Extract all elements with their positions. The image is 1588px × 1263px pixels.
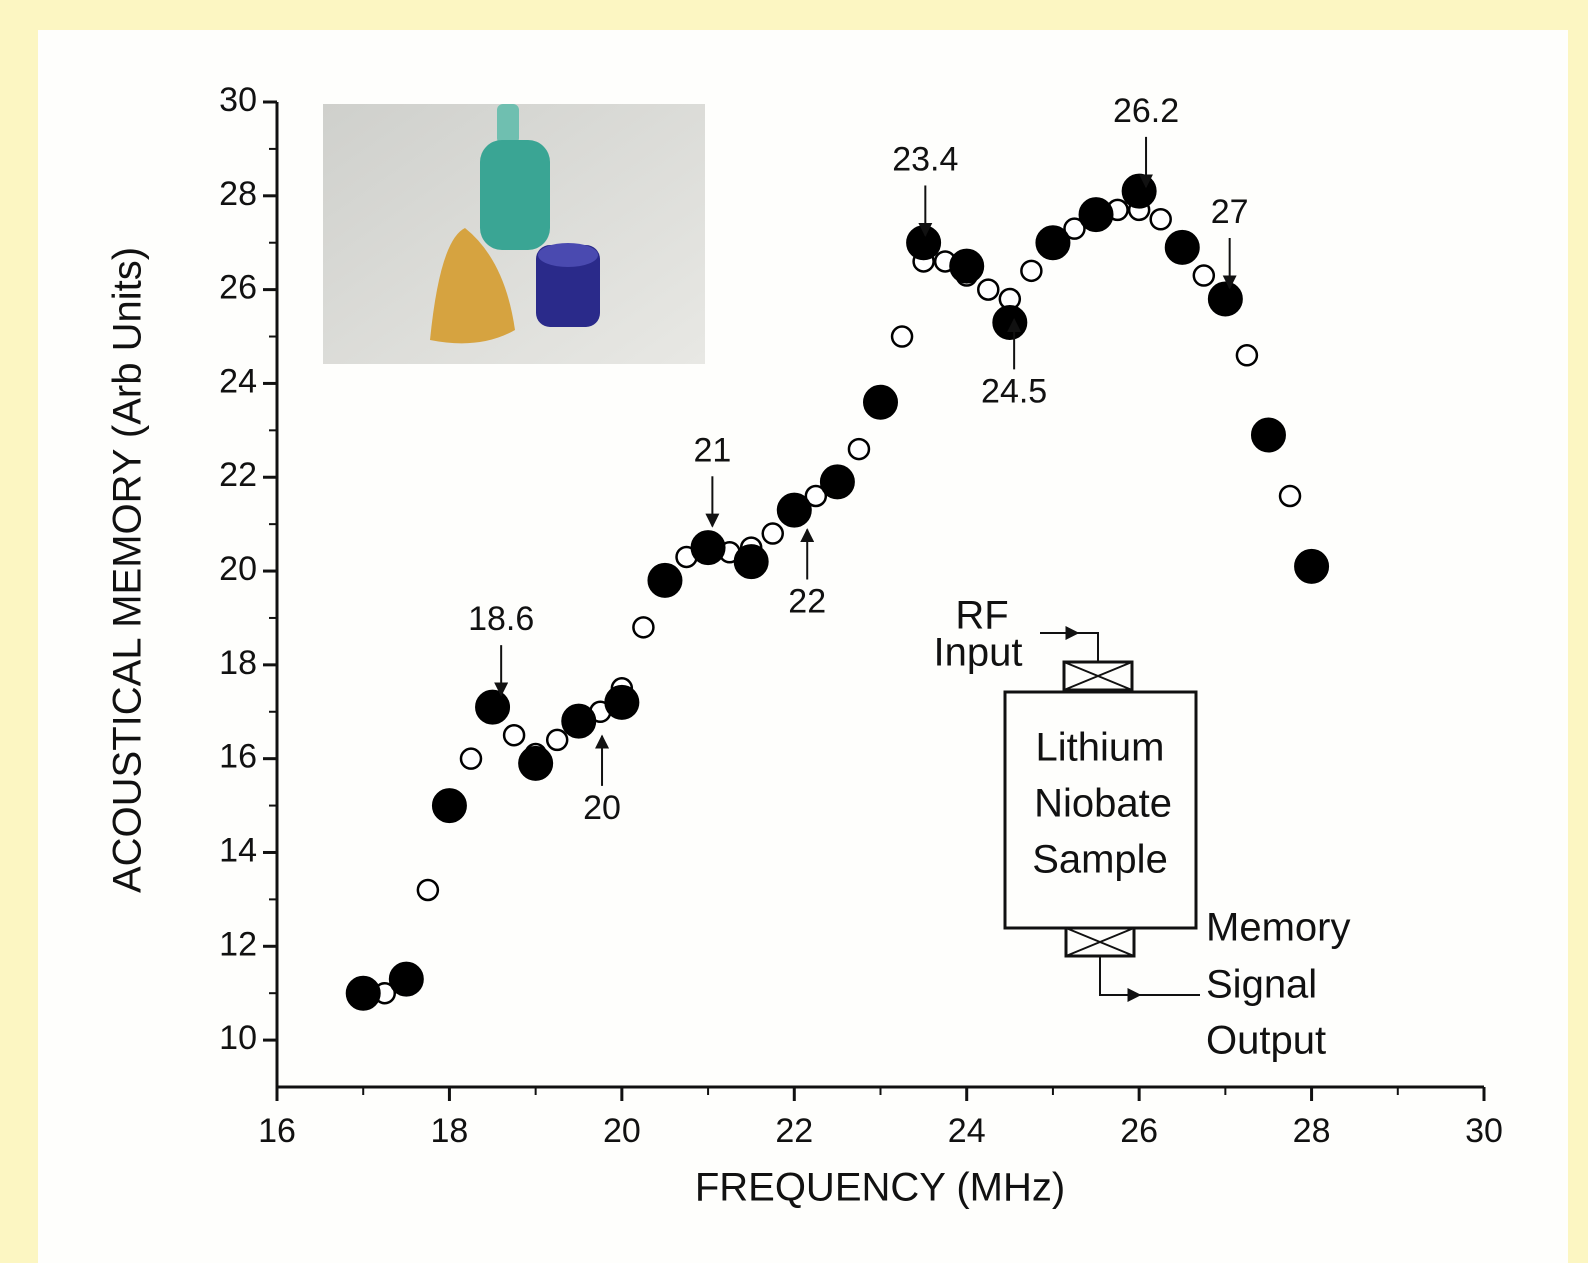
filled-marker <box>1122 174 1156 208</box>
annotation-label: 22 <box>788 582 826 620</box>
box-label: Sample <box>1032 838 1168 882</box>
filled-marker <box>1251 418 1285 452</box>
y-tick-label: 22 <box>219 456 257 494</box>
y-tick-label: 14 <box>219 831 257 869</box>
filled-marker <box>1208 282 1242 316</box>
filled-marker <box>432 789 466 823</box>
filled-marker <box>907 226 941 260</box>
annotation-label: 21 <box>693 431 731 469</box>
panel <box>38 30 1568 1263</box>
output-label: Output <box>1206 1019 1326 1063</box>
open-marker <box>892 327 912 347</box>
inset-photo <box>323 104 705 364</box>
x-tick-label: 16 <box>258 1112 296 1150</box>
filled-marker <box>820 465 854 499</box>
x-tick-label: 22 <box>775 1112 813 1150</box>
filled-marker <box>562 704 596 738</box>
page: FREQUENCY (MHz) ACOUSTICAL MEMORY (Arb U… <box>0 0 1588 1263</box>
open-marker <box>1280 486 1300 506</box>
filled-marker <box>993 305 1027 339</box>
filled-marker <box>389 962 423 996</box>
filled-marker <box>1295 549 1329 583</box>
x-tick-label: 26 <box>1120 1112 1158 1150</box>
filled-marker <box>476 690 510 724</box>
open-marker <box>1151 209 1171 229</box>
chart: FREQUENCY (MHz) ACOUSTICAL MEMORY (Arb U… <box>0 0 1588 1263</box>
annotation-label: 27 <box>1211 193 1249 231</box>
y-tick-label: 26 <box>219 269 257 307</box>
y-tick-label: 30 <box>219 81 257 119</box>
filled-marker <box>691 531 725 565</box>
open-marker <box>1021 261 1041 281</box>
filled-marker <box>864 385 898 419</box>
open-marker <box>418 880 438 900</box>
x-tick-label: 18 <box>431 1112 469 1150</box>
y-tick-label: 20 <box>219 550 257 588</box>
y-tick-label: 24 <box>219 362 257 400</box>
box-label: Lithium <box>1036 726 1165 770</box>
input-label: Input <box>934 631 1023 675</box>
open-marker <box>633 617 653 637</box>
x-tick-label: 30 <box>1465 1112 1503 1150</box>
output-label: Memory <box>1206 906 1350 950</box>
open-marker <box>763 524 783 544</box>
filled-marker <box>648 563 682 597</box>
output-label: Signal <box>1206 963 1317 1007</box>
filled-marker <box>519 746 553 780</box>
filled-marker <box>346 976 380 1010</box>
open-marker <box>849 439 869 459</box>
filled-marker <box>1165 230 1199 264</box>
y-axis-title: ACOUSTICAL MEMORY (Arb Units) <box>106 247 150 893</box>
filled-marker <box>1036 226 1070 260</box>
filled-marker <box>777 493 811 527</box>
x-axis-title: FREQUENCY (MHz) <box>695 1166 1065 1210</box>
filled-marker <box>605 685 639 719</box>
annotation-label: 24.5 <box>981 372 1047 410</box>
x-tick-label: 20 <box>603 1112 641 1150</box>
open-marker <box>504 725 524 745</box>
y-tick-label: 10 <box>219 1019 257 1057</box>
open-marker <box>461 749 481 769</box>
annotation-label: 23.4 <box>892 140 958 178</box>
filled-marker <box>734 545 768 579</box>
annotation-label: 20 <box>583 789 621 827</box>
open-marker <box>978 280 998 300</box>
y-tick-label: 12 <box>219 925 257 963</box>
filled-marker <box>950 249 984 283</box>
y-tick-label: 18 <box>219 644 257 682</box>
x-tick-label: 28 <box>1293 1112 1331 1150</box>
annotation-label: 26.2 <box>1113 92 1179 130</box>
open-marker <box>1194 266 1214 286</box>
y-tick-label: 16 <box>219 738 257 776</box>
y-tick-label: 28 <box>219 175 257 213</box>
box-label: Niobate <box>1034 782 1172 826</box>
filled-marker <box>1079 198 1113 232</box>
x-tick-label: 24 <box>948 1112 986 1150</box>
annotation-label: 18.6 <box>468 600 534 638</box>
open-marker <box>547 730 567 750</box>
open-marker <box>1237 345 1257 365</box>
